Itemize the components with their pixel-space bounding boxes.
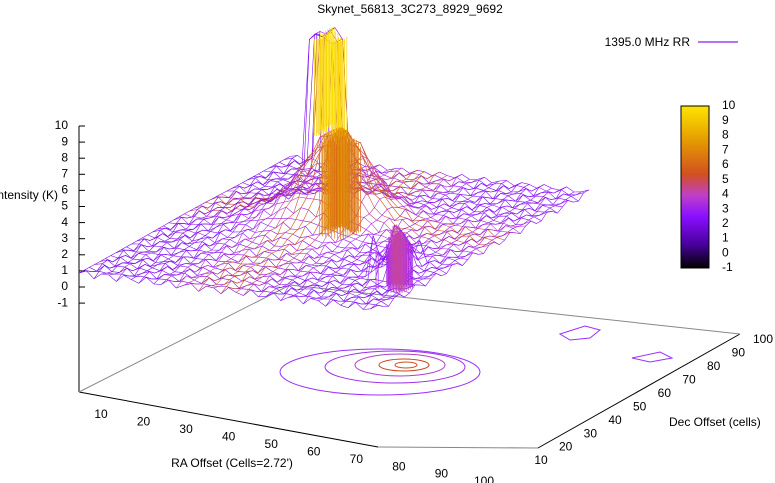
colorbar-tick-label: 9: [722, 113, 729, 127]
mesh-line-ra: [377, 189, 590, 307]
z-axis-label: Intensity (K): [0, 188, 58, 202]
z-tick-label: 6: [61, 183, 68, 197]
y-tick-label: 80: [707, 359, 721, 373]
mesh-line-ra: [310, 182, 522, 299]
x-tick-label: 100: [474, 474, 494, 483]
surface-mesh: [78, 27, 590, 310]
y-tick-label: 90: [732, 346, 746, 360]
mesh-line-ra: [258, 179, 470, 298]
x-tick-label: 90: [435, 467, 449, 481]
mesh-line-ra: [265, 179, 478, 297]
x-tick-label: 10: [94, 407, 108, 421]
base-frame: [78, 284, 741, 449]
mesh-line-ra: [280, 182, 492, 301]
z-tick-label: 4: [61, 215, 68, 229]
z-tick-label: 10: [55, 118, 69, 132]
mesh-line-ra: [273, 177, 485, 295]
mesh-line-ra: [220, 130, 433, 295]
z-tick-label: 9: [61, 134, 68, 148]
colorbar-tick-label: -1: [722, 260, 733, 274]
z-tick-label: -1: [57, 295, 68, 309]
mesh-line-ra: [347, 189, 560, 309]
colorbar-tick-label: 3: [722, 201, 729, 215]
colorbar-tick-label: 10: [722, 98, 736, 112]
colorbar-tick-label: 2: [722, 216, 729, 230]
x-tick-label: 30: [179, 422, 193, 436]
x-tick-label: 40: [222, 430, 236, 444]
colorbar-tick-label: 8: [722, 128, 729, 142]
y-tick-label: 60: [658, 386, 672, 400]
mesh-line-ra: [138, 165, 350, 284]
y-tick-label: 100: [753, 332, 773, 346]
y-tick-label: 70: [682, 373, 696, 387]
mesh-line-ra: [340, 187, 552, 306]
z-tick-label: 5: [61, 199, 68, 213]
y-tick-label: 40: [608, 413, 622, 427]
mesh-line-ra: [86, 155, 298, 273]
colorbar-tick-label: 6: [722, 157, 729, 171]
mesh-line-ra: [108, 31, 321, 276]
mesh-line-ra: [153, 166, 365, 285]
x-axis-label: RA Offset (Cells=2.72'): [171, 456, 293, 470]
chart-title: Skynet_56813_3C273_8929_9692: [317, 2, 503, 16]
mesh-line-ra: [131, 38, 343, 280]
mesh-line-ra: [325, 187, 537, 307]
z-tick-label: 0: [61, 279, 68, 293]
mesh-line-ra: [303, 185, 515, 305]
z-axis: [78, 125, 85, 392]
colorbar: [680, 105, 710, 269]
mesh-line-ra: [116, 33, 328, 282]
mesh-line-ra: [318, 184, 530, 301]
mesh-line-ra: [333, 184, 545, 302]
z-tick-label: 7: [61, 166, 68, 180]
mesh-line-ra: [191, 146, 403, 285]
y-axis-label: Dec Offset (cells): [669, 415, 761, 429]
x-tick-label: 60: [307, 444, 321, 458]
y-tick-label: 20: [559, 440, 573, 454]
mesh-line-ra: [206, 129, 418, 287]
colorbar-tick-label: 5: [722, 172, 729, 186]
x-tick-labels: 10 20 30 40 50 60 70 80 90 100: [94, 407, 494, 483]
legend-label: 1395.0 MHz RR: [605, 35, 691, 49]
z-tick-label: 1: [61, 263, 68, 277]
mesh-line-dec: [126, 235, 426, 287]
x-tick-label: 50: [265, 437, 279, 451]
mesh-line-ra: [101, 157, 313, 275]
x-tick-label: 70: [350, 452, 364, 466]
colorbar-tick-label: 4: [722, 187, 729, 201]
x-tick-label: 80: [392, 459, 406, 473]
z-tick-label: 3: [61, 231, 68, 245]
mesh-line-ra: [93, 160, 306, 279]
y-tick-label: 50: [633, 399, 647, 413]
y-tick-label: 10: [534, 453, 548, 467]
colorbar-tick-label: 1: [722, 231, 729, 245]
y-tick-label: 30: [584, 426, 598, 440]
mesh-line-ra: [123, 27, 336, 277]
z-tick-label: 8: [61, 150, 68, 164]
colorbar-tick-label: 7: [722, 142, 729, 156]
x-tick-label: 20: [137, 415, 151, 429]
mesh-line-ra: [198, 133, 410, 292]
colorbar-tick-label: 0: [722, 245, 729, 259]
mesh-line-ra: [183, 158, 395, 286]
y-tick-labels: 10 20 30 40 50 60 70 80 90 100: [534, 332, 773, 467]
contour-projection: [279, 325, 674, 396]
z-tick-label: 2: [61, 247, 68, 261]
mesh-line-ra: [78, 156, 291, 274]
